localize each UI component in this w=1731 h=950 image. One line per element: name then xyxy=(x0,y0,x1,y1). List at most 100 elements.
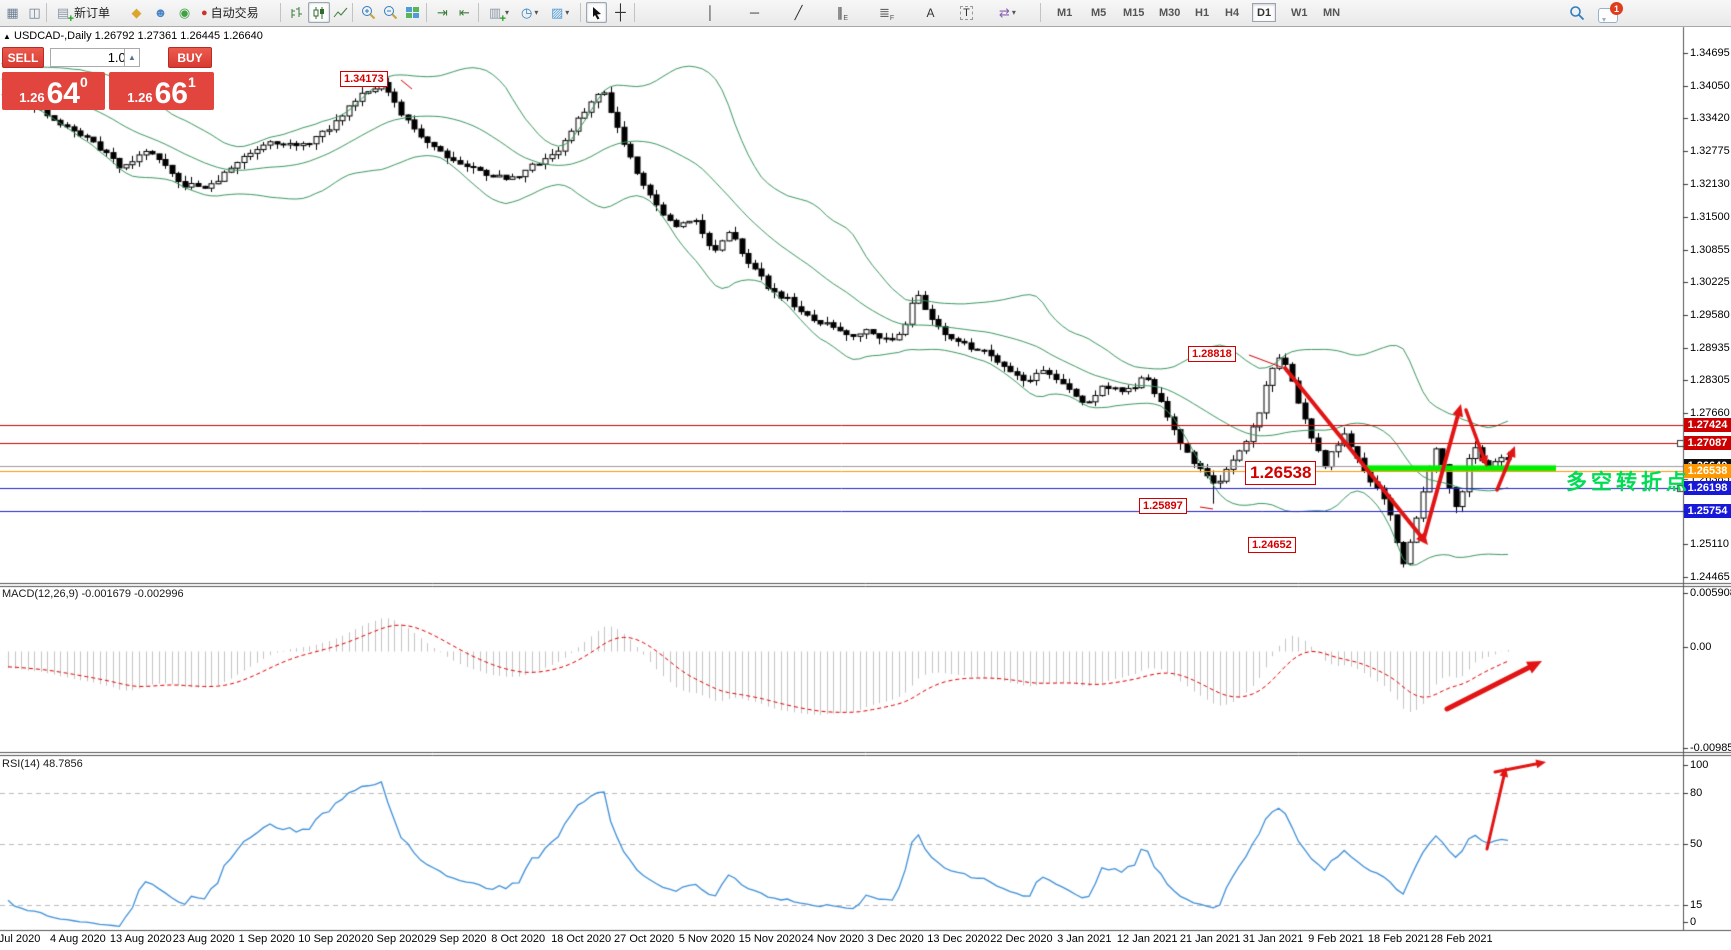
date-axis-label: 23 Aug 2020 xyxy=(172,933,235,945)
price-badge: 1.27087 xyxy=(1684,435,1731,450)
bar-chart-button[interactable] xyxy=(286,2,308,23)
vertical-line-tool[interactable]: │ xyxy=(700,2,721,23)
date-axis-label: 8 Oct 2020 xyxy=(491,933,546,945)
fibonacci-tool[interactable]: ≣ F xyxy=(879,4,895,23)
tf-m15[interactable]: M15 xyxy=(1123,6,1145,19)
turning-point-annotation[interactable]: 多空转折点 xyxy=(1566,471,1691,494)
new-order-label: 新订单 xyxy=(74,6,111,20)
notifications-button[interactable]: 1 xyxy=(1598,2,1630,24)
buy-price-prefix: 1.26 xyxy=(127,90,153,105)
bar-chart-icon xyxy=(291,6,302,18)
date-axis-label: 5 Jul 2020 xyxy=(0,933,41,945)
autotrading-button[interactable]: ● 自动交易 xyxy=(198,2,262,23)
text-label-tool[interactable]: T xyxy=(956,2,977,23)
profiles-button[interactable]: ◫ xyxy=(24,2,45,23)
trendline-icon: ╱ xyxy=(794,4,803,20)
date-axis-label: 9 Feb 2021 xyxy=(1308,933,1364,945)
metaeditor-button[interactable]: ◆ xyxy=(126,2,147,23)
buy-price-display[interactable]: 1.26 66 1 xyxy=(109,72,214,110)
toolbar-separator xyxy=(634,3,635,22)
new-order-button[interactable]: ▤ + 新订单 xyxy=(52,2,113,25)
date-axis-label: 24 Nov 2020 xyxy=(801,933,864,945)
price-axis-tick: 1.31500 xyxy=(1690,210,1730,223)
date-axis-label: 3 Jan 2021 xyxy=(1057,933,1112,945)
cursor-icon xyxy=(592,6,601,19)
price-annotation-label[interactable]: 1.26538 xyxy=(1245,461,1317,485)
crosshair-tool-button[interactable]: ┼ xyxy=(610,2,631,23)
date-axis-label: 29 Sep 2020 xyxy=(424,933,487,945)
main-toolbar: ▦ ◫ ▤ + 新订单 ◆ ☻ ◉ ● 自动交易 ⇥ ⇤ ▥ + ▾ ◷ ▾ ▨ ▾ xyxy=(0,0,1731,27)
price-annotation-label[interactable]: 1.24652 xyxy=(1248,537,1296,553)
toolbar-separator xyxy=(46,3,47,22)
chevron-down-icon: ▾ xyxy=(565,8,570,17)
macd-axis-tick: 0.005908 xyxy=(1690,587,1731,599)
price-axis-tick: 1.28935 xyxy=(1690,342,1730,355)
date-axis-label: 3 Dec 2020 xyxy=(867,933,924,945)
cursor-tool-button[interactable] xyxy=(586,2,607,23)
arrows-icon: ⇄ xyxy=(999,4,1010,20)
price-axis-tick: 1.32775 xyxy=(1690,145,1730,158)
tf-m1[interactable]: M1 xyxy=(1057,6,1073,19)
toolbar-separator xyxy=(352,3,353,22)
price-axis-tick: 1.30225 xyxy=(1690,275,1730,288)
tf-m30[interactable]: M30 xyxy=(1159,6,1181,19)
toolbar-separator xyxy=(580,3,581,22)
horizontal-line-tool[interactable]: ─ xyxy=(744,2,765,23)
date-axis-label: 4 Aug 2020 xyxy=(50,933,106,945)
volume-up-stepper[interactable]: ▲ xyxy=(124,48,140,67)
text-label-icon: T xyxy=(960,5,973,20)
sell-button[interactable]: SELL xyxy=(2,47,44,68)
chevron-down-icon: ▾ xyxy=(534,8,539,17)
channel-tool[interactable]: ∥ E xyxy=(836,4,849,23)
price-annotation-label[interactable]: 1.25897 xyxy=(1139,498,1187,514)
tf-h1[interactable]: H1 xyxy=(1195,6,1210,19)
date-axis-label: 31 Jan 2021 xyxy=(1242,933,1304,945)
zoom-out-button[interactable] xyxy=(380,2,402,23)
periods-button[interactable]: ◷ ▾ xyxy=(518,2,541,23)
auto-scroll-button[interactable]: ⇥ xyxy=(432,2,453,23)
signal-icon: ◉ xyxy=(178,4,191,20)
price-axis-tick: 1.34050 xyxy=(1690,80,1730,93)
date-axis-label: 13 Aug 2020 xyxy=(109,933,172,945)
date-axis-label: 20 Sep 2020 xyxy=(361,933,424,945)
sell-price-display[interactable]: 1.26 64 0 xyxy=(2,72,105,110)
date-axis-label: 12 Jan 2021 xyxy=(1116,933,1178,945)
chart-shift-button[interactable]: ⇤ xyxy=(454,2,475,23)
indicators-button[interactable]: ▥ + ▾ xyxy=(484,2,512,25)
tf-m5[interactable]: M5 xyxy=(1091,6,1107,19)
zoom-in-icon xyxy=(362,6,376,20)
tf-w1[interactable]: W1 xyxy=(1291,6,1308,19)
new-chart-button[interactable]: ▦ xyxy=(2,2,23,23)
date-axis-label: 21 Jan 2021 xyxy=(1179,933,1241,945)
toolbar-separator xyxy=(478,3,479,22)
tf-d1[interactable]: D1 xyxy=(1252,3,1277,22)
price-badge: 1.27424 xyxy=(1684,418,1731,433)
zoom-in-button[interactable] xyxy=(358,2,380,23)
community-button[interactable]: ☻ xyxy=(150,2,171,23)
line-chart-icon xyxy=(333,7,348,17)
autotrading-label: 自动交易 xyxy=(210,6,259,20)
buy-button[interactable]: BUY xyxy=(168,47,212,68)
candlestick-chart-button[interactable] xyxy=(308,2,330,23)
price-axis-tick: 1.34695 xyxy=(1690,47,1730,59)
tile-windows-icon xyxy=(406,7,419,18)
trendline-tool[interactable]: ╱ xyxy=(788,2,809,23)
symbol-marker-icon: ▲ xyxy=(3,32,11,41)
search-button[interactable] xyxy=(1566,2,1588,23)
date-axis-label: 15 Nov 2020 xyxy=(738,933,801,945)
price-annotation-label[interactable]: 1.28818 xyxy=(1188,346,1236,362)
text-tool[interactable]: A xyxy=(920,2,941,23)
tf-mn[interactable]: MN xyxy=(1323,6,1341,19)
line-chart-button[interactable] xyxy=(330,2,352,23)
rsi-axis-tick: 80 xyxy=(1690,787,1703,799)
tf-h4[interactable]: H4 xyxy=(1225,6,1240,19)
price-annotation-label[interactable]: 1.34173 xyxy=(340,71,388,87)
arrows-tool[interactable]: ⇄ ▾ xyxy=(996,2,1019,23)
macd-axis-tick: 0.00 xyxy=(1690,641,1712,653)
buy-price-big: 66 xyxy=(154,77,188,110)
templates-button[interactable]: ▨ ▾ xyxy=(548,2,572,23)
tile-windows-button[interactable] xyxy=(402,2,423,23)
horizontal-line-icon: ─ xyxy=(749,5,760,20)
signals-button[interactable]: ◉ xyxy=(174,2,195,23)
